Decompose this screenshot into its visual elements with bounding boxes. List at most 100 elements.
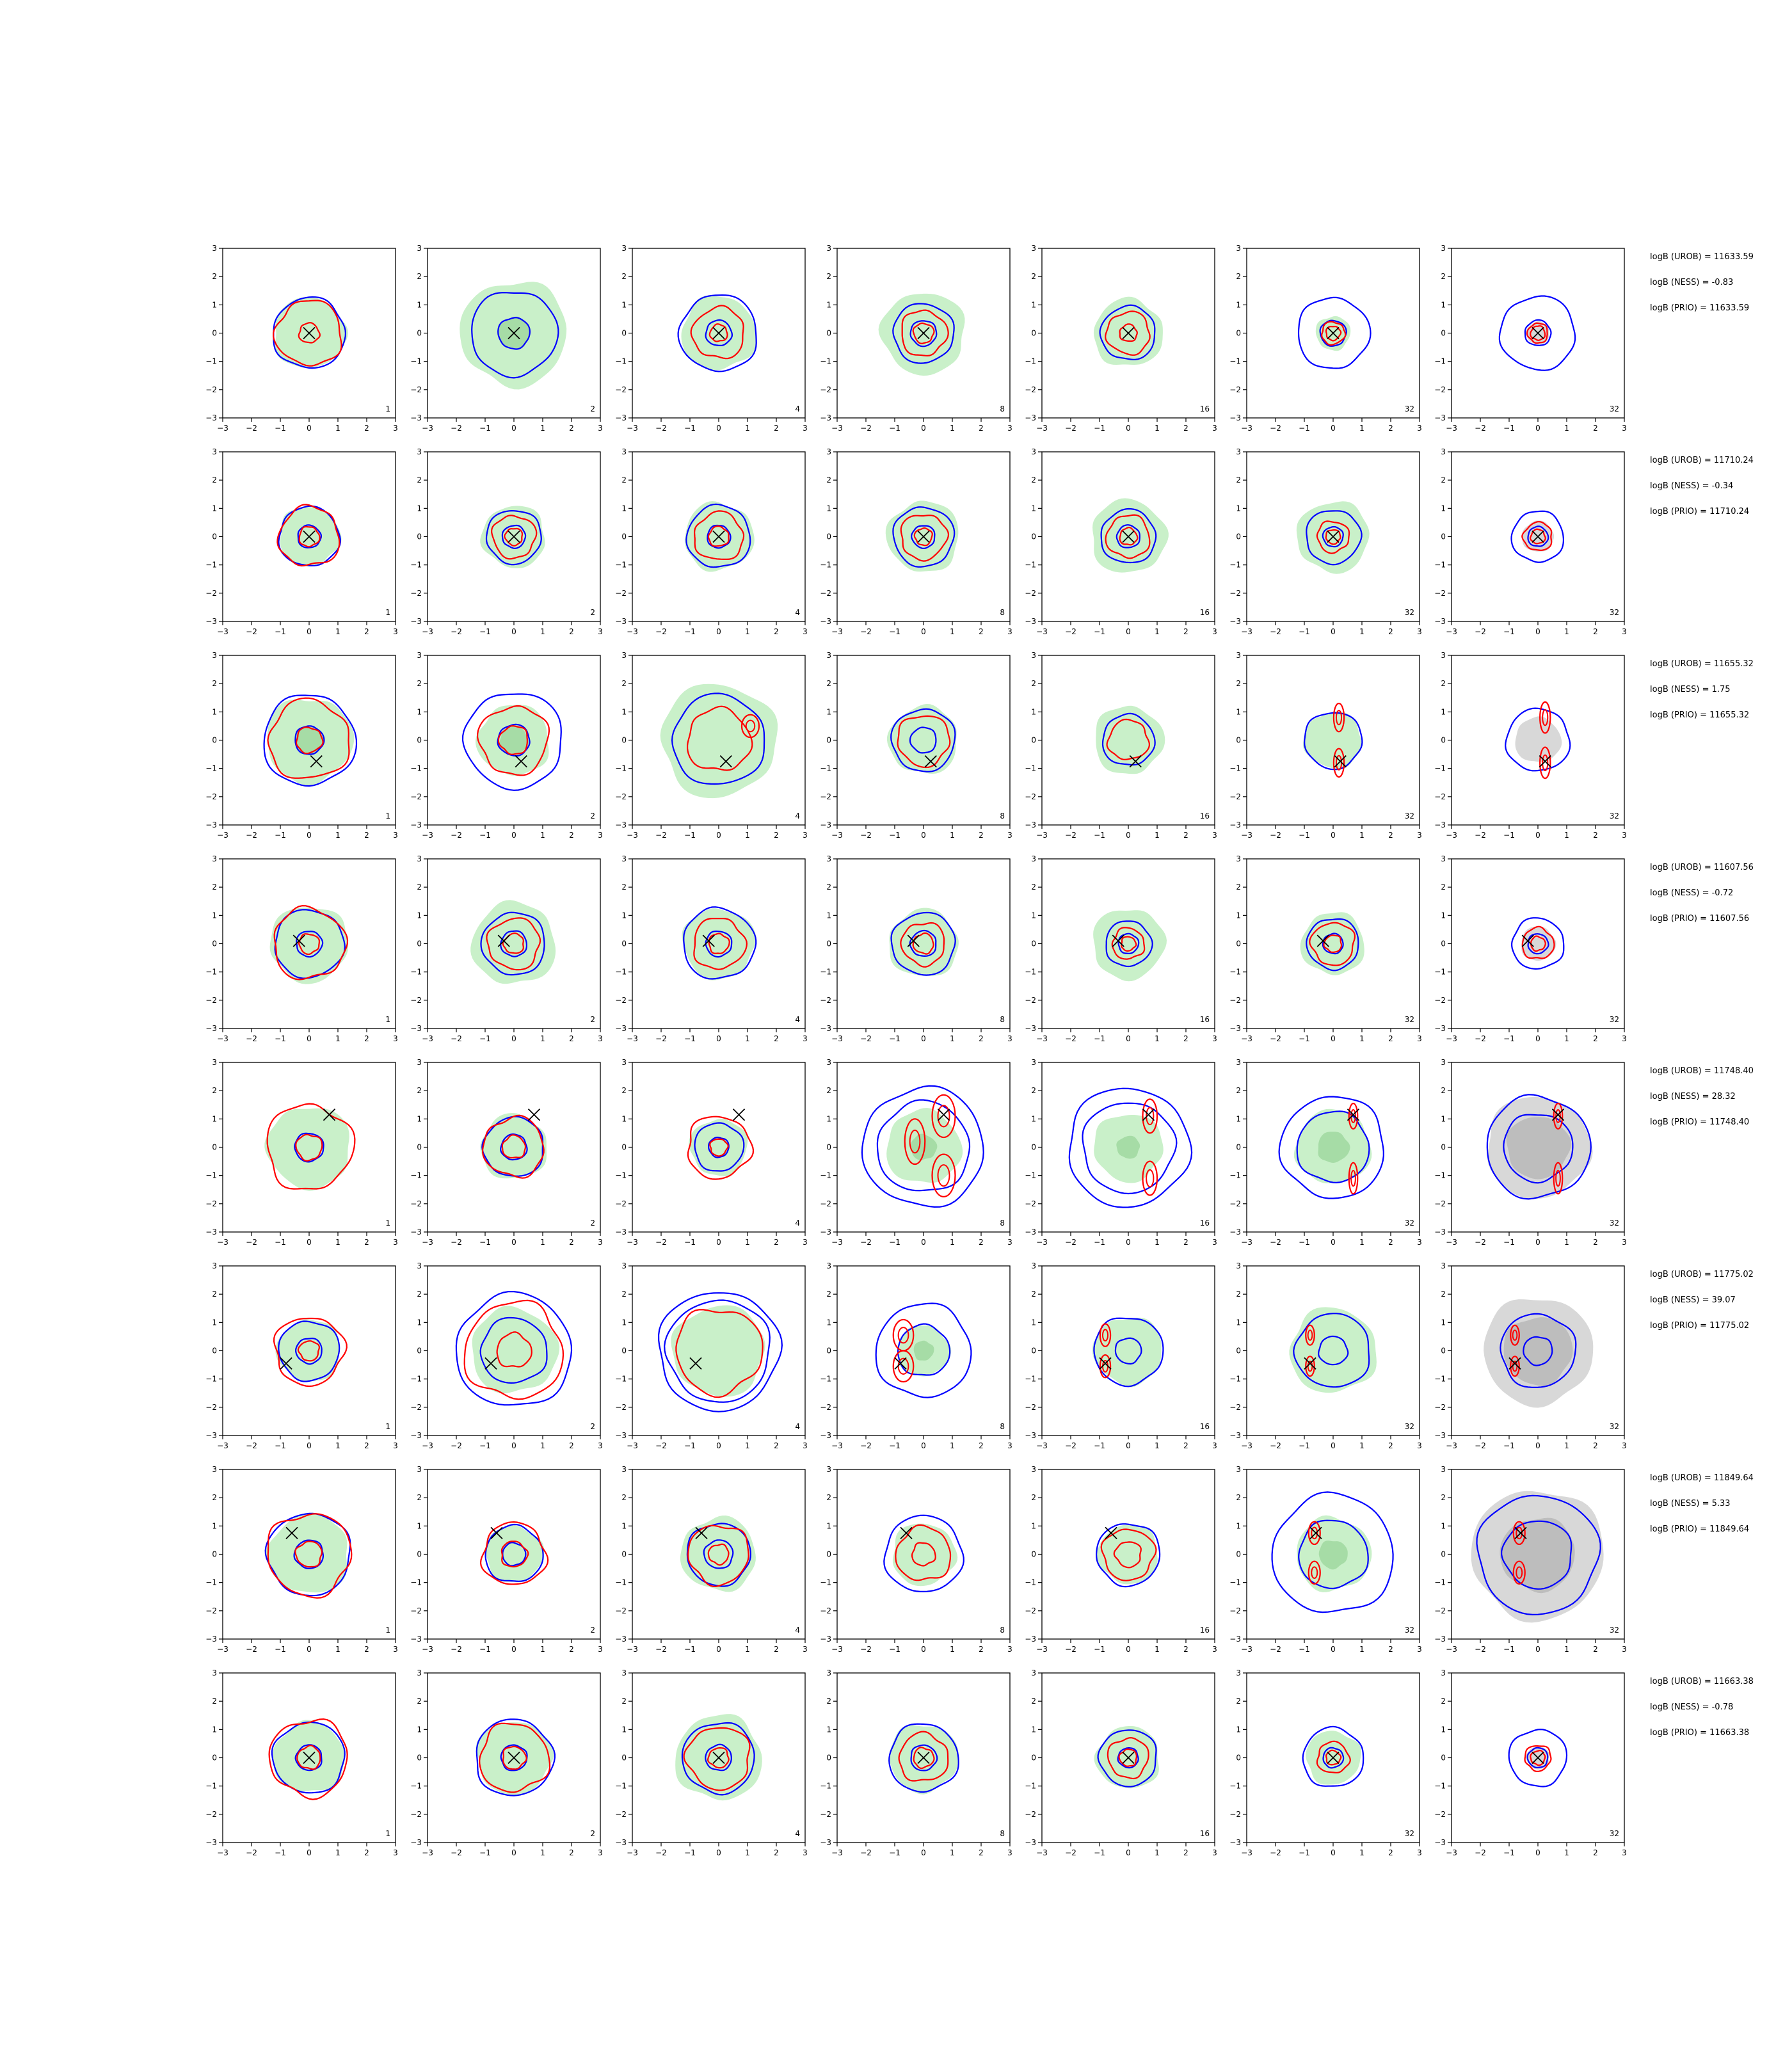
y-tick-label: −2 — [1229, 385, 1241, 394]
y-tick-label: 3 — [826, 1261, 831, 1270]
true-value-marker — [1105, 1526, 1117, 1540]
x-tick-label: 3 — [393, 1034, 398, 1043]
y-tick-label: −1 — [820, 1375, 831, 1384]
red-contour — [900, 515, 950, 562]
y-tick-label: 0 — [1441, 1347, 1446, 1356]
x-tick-label: 1 — [950, 1034, 955, 1043]
subplot-r7-c3: −3−3 −2 −2 −1 −1 0 0 1 1 2 2 3 3 4 — [615, 1465, 808, 1654]
panel-count-label: 32 — [1610, 1015, 1619, 1024]
y-tick-label: 1 — [826, 1521, 831, 1530]
y-tick-label: −2 — [820, 1606, 831, 1615]
panel-count-label: 32 — [1610, 1422, 1619, 1431]
x-tick-label: 1 — [335, 424, 340, 433]
x-tick-label: 2 — [1593, 424, 1598, 433]
x-tick-label: 2 — [1388, 1441, 1393, 1450]
x-tick-label: −2 — [860, 424, 872, 433]
blue-contour — [294, 1338, 323, 1365]
x-tick-label: 3 — [1622, 1238, 1627, 1247]
y-tick-label: −3 — [1025, 1838, 1036, 1847]
y-tick-label: 2 — [212, 1493, 217, 1502]
prior-density-fill — [480, 1113, 547, 1179]
red-mode-contour-inner — [1542, 709, 1549, 726]
x-tick-label: 1 — [335, 1238, 340, 1247]
x-tick-label: −2 — [1475, 1238, 1486, 1247]
x-tick-label: −1 — [479, 1645, 491, 1654]
red-mode-contour-inner — [1512, 1329, 1518, 1341]
y-tick-label: 1 — [212, 1318, 217, 1327]
y-tick-label: −2 — [615, 1606, 627, 1615]
x-tick-label: 1 — [950, 1645, 955, 1654]
red-contour — [708, 323, 728, 342]
blue-contour — [497, 317, 531, 350]
y-tick-label: −1 — [410, 1375, 422, 1384]
y-tick-label: 0 — [826, 329, 831, 338]
y-tick-label: 1 — [1236, 1521, 1241, 1530]
x-tick-label: 1 — [1155, 1441, 1160, 1450]
panel-count-label: 2 — [590, 1219, 595, 1228]
x-tick-label: 0 — [921, 831, 926, 840]
logb-stat: logB (UROB) = 11663.38 — [1650, 1677, 1754, 1686]
x-tick-label: −1 — [1094, 1441, 1105, 1450]
x-tick-label: 0 — [1535, 424, 1540, 433]
subplot-r5-c2: −3−3 −2 −2 −1 −1 0 0 1 1 2 2 3 3 2 — [410, 1058, 603, 1247]
x-tick-label: 0 — [1535, 1238, 1540, 1247]
gray-density-fill — [1521, 927, 1556, 961]
subplot-r2-c7: −3−3 −2 −2 −1 −1 0 0 1 1 2 2 3 3 32 — [1434, 447, 1627, 636]
y-tick-label: 0 — [1031, 736, 1036, 745]
blue-contour — [1527, 933, 1549, 955]
x-tick-label: 0 — [307, 1645, 312, 1654]
blue-contour — [471, 292, 559, 379]
y-tick-label: −1 — [1025, 561, 1036, 570]
true-value-marker — [689, 1357, 702, 1370]
y-tick-label: 3 — [1031, 1261, 1036, 1270]
red-contour — [897, 715, 951, 769]
red-contour — [1107, 1737, 1149, 1780]
x-tick-label: −3 — [627, 1441, 638, 1450]
subplot-r8-c3: −3−3 −2 −2 −1 −1 0 0 1 1 2 2 3 3 4 — [615, 1668, 808, 1857]
x-tick-label: 2 — [569, 1848, 574, 1857]
y-tick-label: −2 — [615, 385, 627, 394]
true-value-marker — [1347, 1108, 1360, 1121]
red-contour — [273, 1317, 348, 1388]
red-contour — [709, 1138, 729, 1157]
subplot-r3-c7: −3−3 −2 −2 −1 −1 0 0 1 1 2 2 3 3 32 — [1434, 651, 1627, 840]
y-tick-label: 1 — [1031, 911, 1036, 920]
y-tick-label: −1 — [615, 1578, 627, 1587]
x-tick-label: 3 — [803, 1848, 808, 1857]
red-contour — [476, 705, 550, 776]
blue-contour — [1322, 525, 1344, 548]
x-tick-label: 3 — [1007, 627, 1012, 636]
x-tick-label: −2 — [246, 1034, 257, 1043]
red-mode-contour — [1348, 1162, 1359, 1195]
logb-stat: logB (UROB) = 11655.32 — [1650, 659, 1754, 669]
x-tick-label: −3 — [627, 831, 638, 840]
x-tick-label: −3 — [1446, 627, 1457, 636]
y-tick-label: −3 — [1229, 1838, 1241, 1847]
y-tick-label: 3 — [417, 854, 422, 863]
gray-density-fill — [1503, 1317, 1573, 1386]
y-tick-label: −3 — [410, 1431, 422, 1440]
x-tick-label: 0 — [1331, 1034, 1336, 1043]
red-mode-contour — [1553, 1102, 1564, 1130]
prior-density-fill — [294, 726, 324, 755]
true-value-marker — [508, 530, 520, 543]
logb-stat: logB (NESS) = -0.83 — [1650, 278, 1734, 287]
x-tick-label: 3 — [803, 831, 808, 840]
y-tick-label: −2 — [1025, 1606, 1036, 1615]
y-tick-label: −3 — [205, 413, 217, 422]
y-tick-label: −1 — [615, 764, 627, 773]
y-tick-label: −1 — [615, 1375, 627, 1384]
y-tick-label: 2 — [417, 476, 422, 484]
x-tick-label: 2 — [1388, 627, 1393, 636]
y-tick-label: 2 — [1236, 272, 1241, 281]
x-tick-label: −2 — [1065, 1645, 1076, 1654]
blue-contour — [909, 726, 937, 754]
blue-contour — [1278, 1096, 1384, 1199]
x-tick-label: 1 — [540, 1848, 545, 1857]
panel-count-label: 1 — [385, 1829, 390, 1838]
x-tick-label: −2 — [1475, 1034, 1486, 1043]
y-tick-label: −2 — [1025, 385, 1036, 394]
y-tick-label: −1 — [410, 1578, 422, 1587]
y-tick-label: −3 — [1025, 1228, 1036, 1236]
x-tick-label: 3 — [1622, 1034, 1627, 1043]
